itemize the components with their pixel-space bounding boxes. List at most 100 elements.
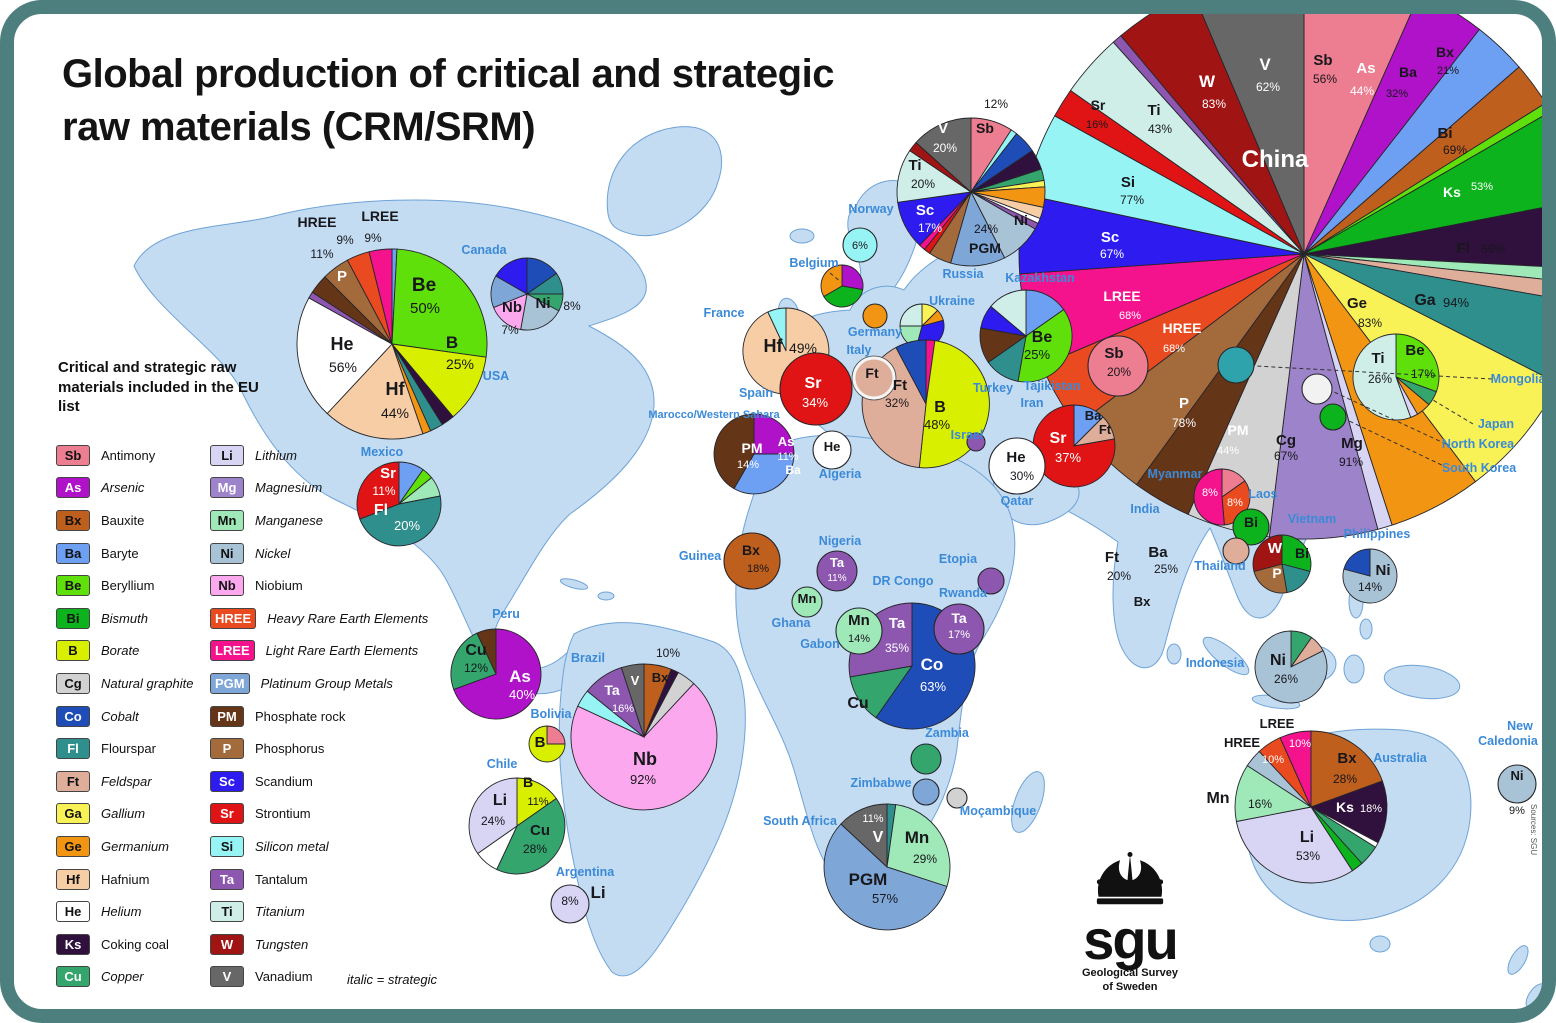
legend-label-Ta: Tantalum <box>255 871 308 887</box>
legend-swatch-Ft: Ft <box>56 770 90 792</box>
svg-text:Li: Li <box>1300 829 1314 846</box>
svg-text:As: As <box>509 667 531 686</box>
legend-item-W: W Tungsten <box>210 928 460 961</box>
svg-text:20%: 20% <box>911 177 935 191</box>
svg-text:India: India <box>1130 502 1160 516</box>
svg-text:Ba: Ba <box>1399 64 1417 80</box>
svg-text:37%: 37% <box>1055 450 1081 465</box>
legend-item-Be: Be Beryllium <box>56 569 206 602</box>
svg-text:Belgium: Belgium <box>789 256 838 270</box>
svg-text:6%: 6% <box>852 240 868 252</box>
svg-text:Laos: Laos <box>1248 487 1277 501</box>
svg-text:Iran: Iran <box>1021 396 1044 410</box>
legend-swatch-Sr: Sr <box>210 803 244 825</box>
pie-nigeria <box>816 550 858 592</box>
svg-text:Japan: Japan <box>1478 417 1514 431</box>
svg-text:Italy: Italy <box>846 343 871 357</box>
legend-label-V: Vanadium <box>255 969 313 985</box>
svg-text:Sr: Sr <box>1050 430 1067 447</box>
svg-text:11%: 11% <box>862 813 883 825</box>
svg-text:Ti: Ti <box>908 157 921 174</box>
svg-text:Guinea: Guinea <box>679 549 722 563</box>
svg-text:94%: 94% <box>1443 295 1469 310</box>
svg-text:12%: 12% <box>464 661 488 675</box>
legend-swatch-P: P <box>210 738 244 760</box>
legend-item-HREE: HREE Heavy Rare Earth Elements <box>210 602 460 635</box>
svg-text:South Korea: South Korea <box>1442 461 1517 475</box>
pie-guinea <box>723 532 781 590</box>
svg-text:Philippines: Philippines <box>1344 527 1411 541</box>
svg-text:Moçambique: Moçambique <box>960 804 1036 818</box>
legend-label-Sr: Strontium <box>255 806 311 822</box>
svg-text:Nb: Nb <box>502 299 522 316</box>
svg-text:Nigeria: Nigeria <box>819 534 862 548</box>
svg-text:USA: USA <box>483 369 509 383</box>
pie-mozambique <box>946 787 968 809</box>
legend: Sb Antimony As Arsenic Bx Bauxite Ba Baryte Be Be… <box>56 439 460 993</box>
svg-text:Ti: Ti <box>1147 102 1160 119</box>
svg-text:Fl: Fl <box>1456 240 1469 257</box>
legend-item-Ge: Ge Germanium <box>56 830 206 863</box>
svg-text:53%: 53% <box>1471 181 1493 193</box>
svg-text:Ukraine: Ukraine <box>929 294 975 308</box>
landmass-sumatra <box>1202 636 1250 676</box>
svg-text:Turkey: Turkey <box>973 381 1013 395</box>
svg-text:Co: Co <box>921 655 944 674</box>
svg-text:57%: 57% <box>872 891 898 906</box>
svg-text:10%: 10% <box>656 646 680 660</box>
legend-item-Sc: Sc Scandium <box>210 765 460 798</box>
svg-text:Mg: Mg <box>1341 435 1363 452</box>
svg-text:Sb: Sb <box>976 120 994 136</box>
pie-kazakhstan <box>979 289 1073 383</box>
svg-text:Germany: Germany <box>848 325 902 339</box>
legend-label-Ks: Coking coal <box>101 936 169 952</box>
svg-text:Mexico: Mexico <box>361 445 404 459</box>
legend-item-He: He Helium <box>56 895 206 928</box>
legend-label-LREE: Light Rare Earth Elements <box>265 643 419 659</box>
legend-swatch-B: B <box>56 640 90 662</box>
svg-text:17%: 17% <box>918 221 942 235</box>
legend-label-Ge: Germanium <box>101 838 169 854</box>
svg-text:Chile: Chile <box>487 757 518 771</box>
crown-icon <box>1096 852 1164 905</box>
svg-text:P: P <box>337 268 347 285</box>
legend-label-PM: Phosphate rock <box>255 708 346 724</box>
svg-text:W: W <box>1199 72 1216 91</box>
svg-text:Canada: Canada <box>461 243 507 257</box>
svg-text:11%: 11% <box>777 451 798 463</box>
svg-text:Peru: Peru <box>492 607 520 621</box>
legend-label-P: Phosphorus <box>255 741 325 757</box>
legend-label-HREE: Heavy Rare Earth Elements <box>267 610 429 626</box>
logo-caption: Geological Survey of Sweden <box>1082 967 1178 994</box>
svg-text:18%: 18% <box>747 563 769 575</box>
landmass-hispaniola <box>597 591 615 601</box>
svg-text:17%: 17% <box>1411 367 1435 381</box>
legend-item-PM: PM Phosphate rock <box>210 700 460 733</box>
svg-text:Li: Li <box>590 883 605 902</box>
legend-swatch-Ba: Ba <box>56 542 90 564</box>
svg-text:11%: 11% <box>527 796 548 808</box>
svg-text:25%: 25% <box>1024 347 1050 362</box>
legend-item-Mn: Mn Manganese <box>210 504 460 537</box>
legend-swatch-LREE: LREE <box>210 640 255 662</box>
svg-text:24%: 24% <box>481 814 505 828</box>
svg-text:Rwanda: Rwanda <box>939 586 988 600</box>
legend-swatch-Ta: Ta <box>210 868 244 890</box>
landmass-new-guinea <box>1383 664 1461 700</box>
legend-swatch-Cg: Cg <box>56 672 90 694</box>
legend-swatch-Sb: Sb <box>56 444 90 466</box>
legend-item-P: P Phosphorus <box>210 732 460 765</box>
svg-text:11%: 11% <box>827 573 846 584</box>
svg-text:Ft: Ft <box>1099 422 1112 437</box>
svg-text:Be: Be <box>1405 342 1424 359</box>
legend-swatch-Ks: Ks <box>56 933 90 955</box>
legend-label-B: Borate <box>101 643 140 659</box>
legend-swatch-V: V <box>210 966 244 988</box>
legend-label-Ft: Feldspar <box>101 773 152 789</box>
svg-text:Si: Si <box>1121 174 1135 191</box>
pie-tajikistan <box>1087 335 1149 397</box>
legend-label-Bx: Bauxite <box>101 512 145 528</box>
pie-ghana <box>791 586 823 618</box>
landmass-iceland <box>789 228 815 244</box>
